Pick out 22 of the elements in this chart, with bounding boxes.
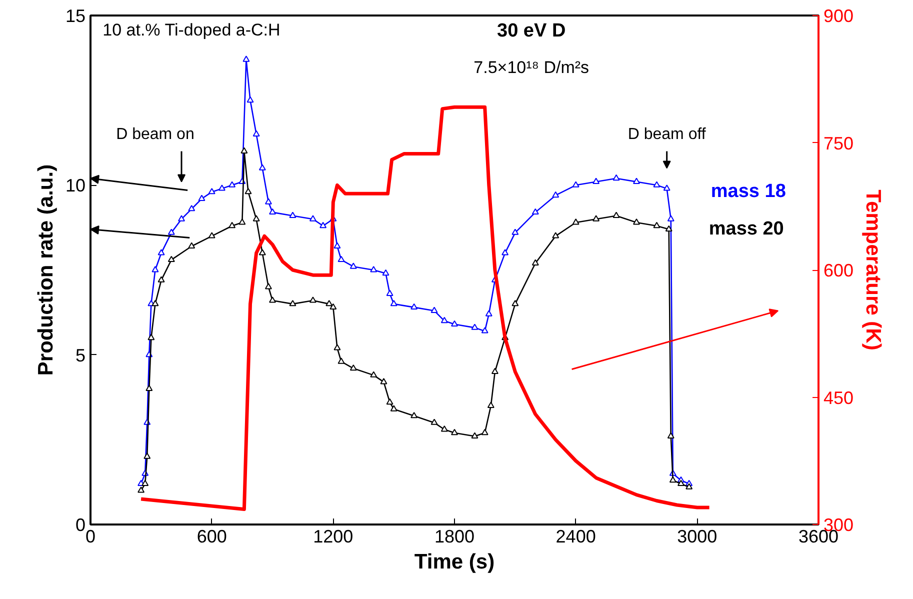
- y2-tick-label: 600: [824, 260, 854, 280]
- x-tick-label: 1800: [434, 526, 475, 546]
- x-tick-label: 3000: [677, 526, 718, 546]
- y2-tick-label: 900: [824, 6, 854, 26]
- x-tick-label: 1200: [313, 526, 354, 546]
- x-tick-label: 600: [196, 526, 227, 546]
- annotation: D beam on: [116, 126, 194, 143]
- y-axis-title: Production rate (a.u.): [34, 164, 58, 376]
- x-tick-label: 2400: [556, 526, 596, 546]
- text: mass 18: [710, 181, 786, 202]
- y2-axis-title: Temperature (K): [862, 190, 885, 350]
- annotation: D beam off: [628, 126, 706, 143]
- annotation: 10 at.% Ti-doped a-C:H: [102, 20, 280, 40]
- annotation: 30 eV D: [497, 20, 566, 42]
- y-tick-label: 5: [75, 345, 86, 366]
- x-axis-title: Time (s): [414, 550, 495, 574]
- y2-tick-label: 450: [824, 388, 854, 408]
- y-tick-label: 15: [65, 6, 86, 26]
- y2-tick-label: 750: [824, 133, 854, 154]
- series-label: mass 20: [708, 218, 784, 240]
- annotation: 7.5×10¹⁸ D/m²s: [474, 58, 590, 77]
- y-tick-label: 10: [65, 176, 86, 196]
